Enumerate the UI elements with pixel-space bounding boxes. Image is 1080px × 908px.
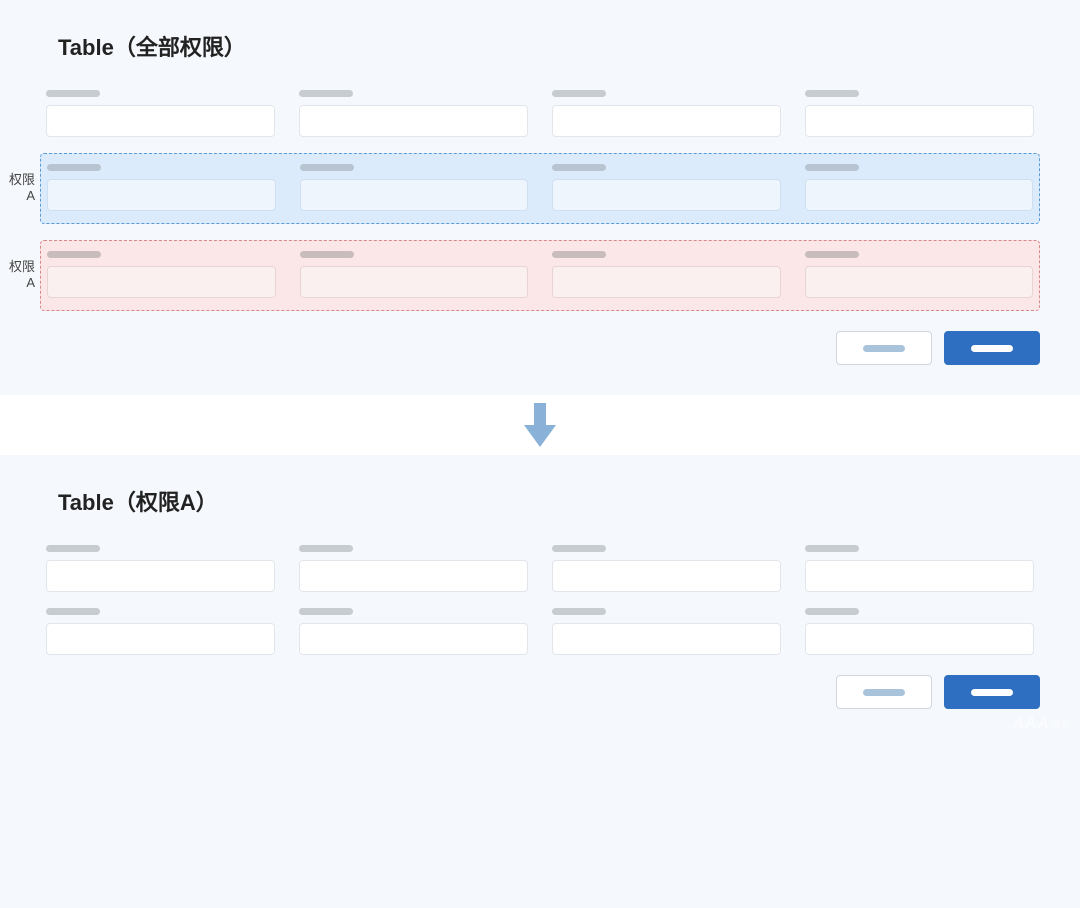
field-label-skeleton — [805, 251, 859, 258]
form-row — [40, 608, 1040, 655]
row-side-label: 权限A — [0, 259, 35, 293]
arrow-divider — [0, 395, 1080, 455]
form-col — [552, 164, 781, 211]
field-input[interactable] — [47, 179, 276, 211]
field-input[interactable] — [552, 105, 781, 137]
form-col — [805, 608, 1034, 655]
form-col — [805, 545, 1034, 592]
field-input[interactable] — [805, 266, 1034, 298]
form-col — [299, 608, 528, 655]
watermark: AAA教育 — [1012, 715, 1070, 733]
field-input[interactable] — [805, 623, 1034, 655]
button-label-skeleton — [971, 689, 1013, 696]
field-label-skeleton — [300, 164, 354, 171]
form-row — [40, 545, 1040, 592]
button-row-lower — [40, 675, 1040, 709]
field-input[interactable] — [805, 179, 1034, 211]
panel-all-permissions: Table（全部权限） 权限A — [0, 0, 1080, 395]
field-input[interactable] — [805, 105, 1034, 137]
field-label-skeleton — [805, 545, 859, 552]
cancel-button[interactable] — [836, 675, 932, 709]
field-label-skeleton — [47, 251, 101, 258]
form-col — [805, 251, 1034, 298]
field-input[interactable] — [552, 623, 781, 655]
field-label-skeleton — [46, 90, 100, 97]
field-label-skeleton — [552, 90, 606, 97]
field-input[interactable] — [46, 105, 275, 137]
field-label-skeleton — [805, 608, 859, 615]
form-col — [300, 164, 529, 211]
field-label-skeleton — [299, 545, 353, 552]
field-input[interactable] — [805, 560, 1034, 592]
form-row-permission-a-red: 权限A — [40, 240, 1040, 311]
form-row — [40, 90, 1040, 137]
field-input[interactable] — [46, 560, 275, 592]
form-col — [47, 251, 276, 298]
form-col — [46, 545, 275, 592]
form-col — [552, 90, 781, 137]
button-row-upper — [40, 331, 1040, 365]
submit-button[interactable] — [944, 331, 1040, 365]
form-col — [46, 90, 275, 137]
field-label-skeleton — [299, 608, 353, 615]
field-input[interactable] — [46, 623, 275, 655]
field-input[interactable] — [299, 560, 528, 592]
button-label-skeleton — [971, 345, 1013, 352]
field-label-skeleton — [299, 90, 353, 97]
field-input[interactable] — [300, 179, 529, 211]
field-label-skeleton — [46, 545, 100, 552]
field-label-skeleton — [805, 164, 859, 171]
field-input[interactable] — [299, 105, 528, 137]
field-label-skeleton — [552, 545, 606, 552]
form-col — [46, 608, 275, 655]
field-label-skeleton — [47, 164, 101, 171]
button-label-skeleton — [863, 345, 905, 352]
form-col — [299, 90, 528, 137]
form-grid-upper: 权限A 权限A — [40, 90, 1040, 311]
form-col — [552, 545, 781, 592]
panel-permission-a: Table（权限A） — [0, 455, 1080, 739]
field-input[interactable] — [552, 560, 781, 592]
field-input[interactable] — [552, 179, 781, 211]
field-label-skeleton — [552, 608, 606, 615]
form-col — [299, 545, 528, 592]
cancel-button[interactable] — [836, 331, 932, 365]
button-label-skeleton — [863, 689, 905, 696]
panel-title-upper: Table（全部权限） — [58, 30, 1040, 62]
form-col — [47, 164, 276, 211]
form-col — [552, 251, 781, 298]
form-col — [805, 90, 1034, 137]
field-label-skeleton — [300, 251, 354, 258]
field-input[interactable] — [299, 623, 528, 655]
field-label-skeleton — [46, 608, 100, 615]
field-input[interactable] — [47, 266, 276, 298]
field-input[interactable] — [552, 266, 781, 298]
form-row-permission-a-blue: 权限A — [40, 153, 1040, 224]
form-grid-lower — [40, 545, 1040, 655]
field-label-skeleton — [552, 164, 606, 171]
arrow-down-icon — [520, 401, 560, 449]
form-col — [805, 164, 1034, 211]
submit-button[interactable] — [944, 675, 1040, 709]
form-col — [300, 251, 529, 298]
field-label-skeleton — [552, 251, 606, 258]
field-input[interactable] — [300, 266, 529, 298]
form-col — [552, 608, 781, 655]
row-side-label: 权限A — [0, 172, 35, 206]
field-label-skeleton — [805, 90, 859, 97]
panel-title-lower: Table（权限A） — [58, 485, 1040, 517]
